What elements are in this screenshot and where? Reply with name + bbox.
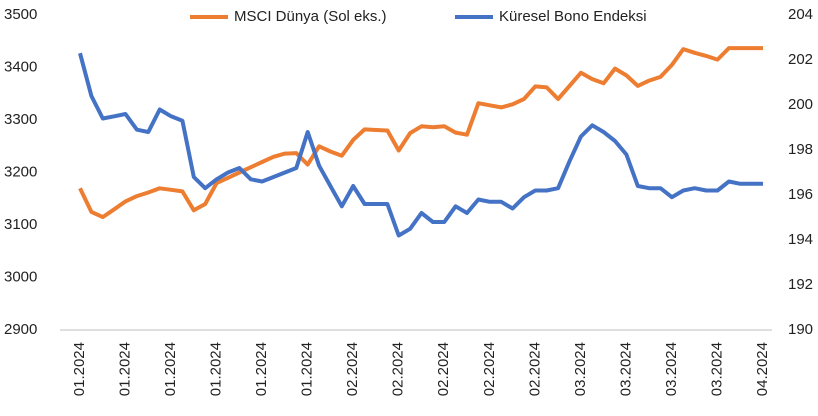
y2-tick-label: 202 xyxy=(788,51,813,68)
y2-tick-label: 198 xyxy=(788,141,813,158)
x-tick-label: 01.2024 xyxy=(117,342,134,396)
y2-tick-label: 200 xyxy=(788,96,813,113)
y-tick-label: 3400 xyxy=(4,58,37,75)
legend-label: Küresel Bono Endeksi xyxy=(499,8,647,25)
x-tick-label: 02.2024 xyxy=(390,342,407,396)
line-series xyxy=(78,52,763,238)
legend-label: MSCI Dünya (Sol eks.) xyxy=(234,8,387,25)
x-tick-label: 03.2024 xyxy=(617,342,634,396)
x-tick-label: 02.2024 xyxy=(481,342,498,396)
y2-tick-label: 196 xyxy=(788,186,813,203)
x-tick-label: 02.2024 xyxy=(344,342,361,396)
y-tick-label: 3100 xyxy=(4,216,37,233)
y-tick-label: 2900 xyxy=(4,321,37,338)
x-tick-label: 01.2024 xyxy=(299,342,316,396)
x-tick-label: 04.2024 xyxy=(754,342,771,396)
y2-tick-label: 204 xyxy=(788,6,813,23)
x-tick-label: 02.2024 xyxy=(526,342,543,396)
line-series xyxy=(78,46,763,220)
x-tick-label: 01.2024 xyxy=(162,342,179,396)
y2-tick-label: 190 xyxy=(788,321,813,338)
y-tick-label: 3000 xyxy=(4,268,37,285)
x-tick-label: 03.2024 xyxy=(663,342,680,396)
y-tick-label: 3500 xyxy=(4,6,37,23)
x-tick-label: 01.2024 xyxy=(71,342,88,396)
x-tick-label: 02.2024 xyxy=(435,342,452,396)
y-tick-label: 3200 xyxy=(4,163,37,180)
x-tick-label: 03.2024 xyxy=(708,342,725,396)
x-tick-label: 03.2024 xyxy=(572,342,589,396)
y2-tick-label: 192 xyxy=(788,276,813,293)
x-tick-label: 01.2024 xyxy=(208,342,225,396)
x-tick-label: 01.2024 xyxy=(253,342,270,396)
y2-tick-label: 194 xyxy=(788,231,813,248)
y-tick-label: 3300 xyxy=(4,111,37,128)
